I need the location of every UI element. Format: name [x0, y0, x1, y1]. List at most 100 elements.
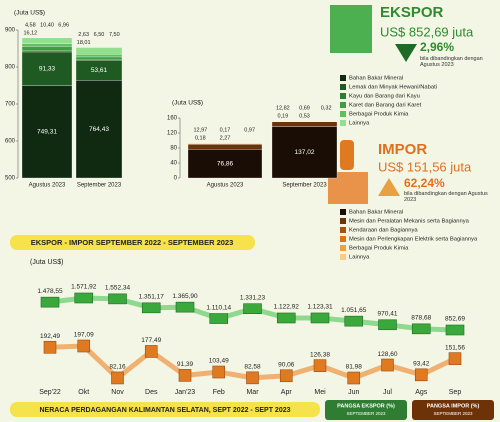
container-marker	[445, 324, 465, 336]
data-label: 12,97	[193, 127, 207, 133]
share-import-period: SEPTEMBER 2023	[433, 411, 473, 416]
x-tick-label: Jan'23	[175, 389, 196, 396]
box-marker	[414, 368, 428, 382]
down-arrow	[395, 44, 417, 62]
data-label: 93,42	[413, 361, 430, 368]
y-tick-label: 700	[5, 102, 16, 108]
data-label: 177,49	[141, 337, 161, 344]
bar-segment	[75, 80, 123, 179]
legend-swatch	[340, 209, 346, 215]
legend-label: Kayu dan Barang dari Kayu	[349, 94, 420, 100]
share-export-period: SEPTEMBER 2023	[346, 411, 386, 416]
data-label: 2,27	[220, 135, 231, 141]
import-note-box: bila dibandingkan dengan Agustus 2023	[404, 191, 488, 203]
data-label: 1.365,90	[172, 293, 198, 300]
data-label: 126,38	[310, 351, 330, 358]
bar-segment	[21, 50, 73, 53]
box-marker	[381, 358, 394, 372]
legend-label: Lemak dan Minyak Hewani/Nabati	[349, 85, 437, 91]
data-label: 91,33	[39, 66, 56, 73]
data-label: 1.122,92	[274, 304, 300, 311]
title-banner	[10, 235, 255, 250]
bar-segment	[75, 56, 123, 60]
share-export-label: PANGSA EKSPOR (%)	[337, 403, 395, 409]
data-label: 1.351,17	[139, 294, 165, 301]
legend-swatch	[340, 218, 346, 224]
legend-label: Karet dan Barang dari Karet	[349, 103, 422, 109]
data-label: 6,50	[94, 32, 105, 38]
footer: NERACA PERDAGANGAN KALIMANTAN SELATAN, S…	[40, 407, 291, 414]
legend-label: Kendaraan dan Bagiannya	[349, 228, 418, 234]
legend-label: Bahan Bakar Mineral	[349, 76, 403, 82]
x-tick-label: Sep	[449, 389, 462, 396]
y-tick-label: 600	[5, 139, 16, 145]
data-label: 0,97	[244, 127, 255, 133]
box-marker	[178, 369, 192, 382]
bar-segment	[271, 121, 338, 127]
legend-swatch	[340, 254, 346, 260]
container-marker	[243, 303, 262, 315]
data-label: 53,61	[91, 67, 108, 74]
bar-segment	[21, 37, 73, 44]
share-import-label: PANGSA IMPOR (%)	[427, 403, 480, 409]
box-marker	[77, 339, 91, 353]
x-tick-label: Okt	[78, 389, 89, 396]
data-label: 0,32	[321, 106, 332, 112]
legend-label: Lainnya	[349, 121, 370, 127]
data-label: 10,40	[40, 22, 54, 28]
up-arrow	[378, 178, 400, 196]
container-marker	[344, 315, 364, 327]
box-marker	[43, 340, 57, 354]
data-label: 1.571,92	[71, 284, 97, 291]
x-tick-label: Mei	[314, 389, 326, 396]
legend-swatch	[340, 227, 346, 233]
data-label: 1.110,14	[206, 304, 231, 311]
container-marker	[40, 296, 60, 308]
container-marker	[175, 301, 195, 313]
data-label: 0,17	[220, 127, 231, 133]
y-tick-label: 800	[5, 65, 16, 71]
data-label: 878,68	[411, 315, 431, 322]
box-marker	[279, 369, 293, 383]
bar-segment	[187, 144, 263, 150]
line-title: EKSPOR - IMPOR SEPTEMBER 2022 - SEPTEMBE…	[31, 238, 234, 247]
x-tick-label: Apr	[281, 389, 293, 396]
data-label: 749,31	[37, 129, 57, 136]
legend-swatch	[340, 111, 346, 117]
y-tick-label: 160	[167, 116, 178, 122]
export-note: bila dibandingkan dengan Agustus 2023	[420, 56, 483, 68]
data-label: 0,19	[277, 114, 288, 120]
export-note-box: bila dibandingkan dengan Agustus 2023	[420, 56, 483, 68]
legend-label: Berbagai Produk Kimia	[349, 112, 409, 118]
legend-swatch	[340, 236, 346, 242]
box-marker	[313, 359, 327, 372]
bar-segment	[21, 43, 73, 47]
data-label: 6,96	[58, 22, 69, 28]
data-label: 4,58	[25, 22, 36, 28]
footer-banner	[10, 402, 320, 417]
bar-segment	[187, 149, 263, 179]
box-marker	[347, 371, 361, 385]
legend-label: Bahan Bakar Mineral	[349, 210, 403, 216]
data-label: 2,63	[78, 32, 89, 38]
data-label: 852,69	[445, 316, 465, 323]
data-label: 90,06	[278, 361, 295, 368]
share-import-box	[412, 400, 494, 420]
legend-swatch	[340, 245, 346, 251]
data-label: 1.478,55	[37, 288, 63, 295]
x-tick-label: Agustus 2023	[29, 183, 66, 189]
data-label: 12,82	[276, 106, 290, 112]
data-label: 192,49	[40, 333, 60, 340]
export-value: US$ 852,69 juta	[380, 24, 474, 39]
x-tick-label: Agustus 2023	[207, 183, 244, 189]
data-label: 82,58	[244, 364, 261, 371]
x-tick-label: Sep'22	[39, 389, 61, 396]
bar-segment	[21, 46, 73, 51]
y-tick-label: 40	[170, 161, 177, 167]
import-note: bila dibandingkan dengan Agustus 2023	[404, 191, 488, 203]
legend-label: Mesin dan Perlengkapan Elektrik serta Ba…	[349, 237, 478, 243]
legend-swatch	[340, 120, 346, 126]
x-tick-label: Nov	[111, 389, 124, 396]
x-tick-label: September 2023	[282, 183, 327, 189]
